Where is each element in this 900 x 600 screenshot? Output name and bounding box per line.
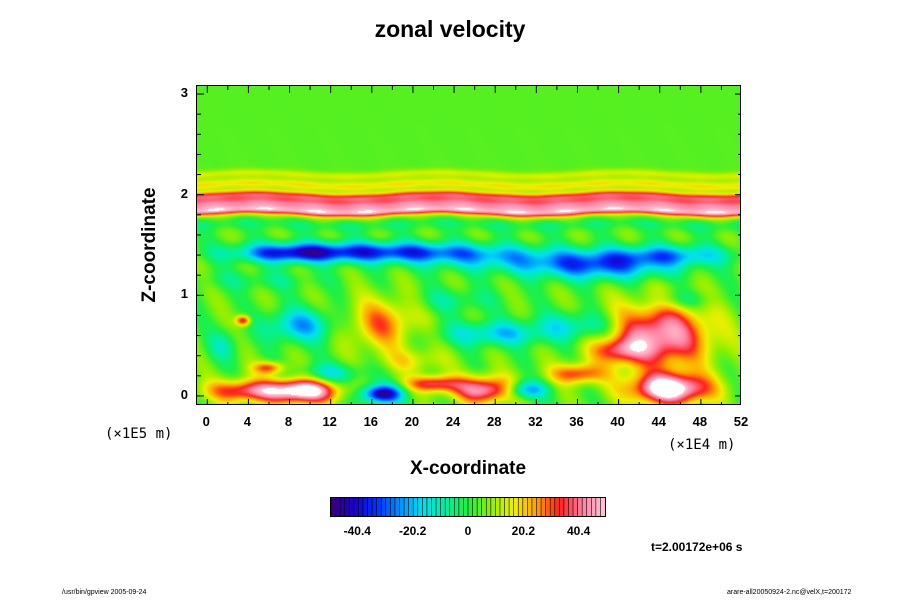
velocity-heatmap [197,86,740,404]
colorbar-segment [568,498,574,516]
colorbar-segment [513,498,519,516]
colorbar-segment [509,498,515,516]
colorbar-segment [518,498,524,516]
colorbar-segment [431,498,437,516]
colorbar-segment [381,498,387,516]
y-tick-label: 2 [180,185,188,201]
colorbar-segment [550,498,556,516]
colorbar-tick-label: 20.2 [511,524,536,538]
colorbar-segment [495,498,501,516]
colorbar-segment [563,498,569,516]
x-tick-label: 4 [243,414,252,429]
colorbar-segment [577,498,583,516]
x-axis-label: X-coordinate [409,458,527,479]
x-tick-label: 24 [445,414,461,429]
y-tick-label: 3 [180,85,188,101]
colorbar-segment [417,498,423,516]
colorbar-segment [436,498,442,516]
colorbar-segment [481,498,487,516]
colorbar-segment [404,498,410,516]
footer-right-text: arare-all20050924-2.nc@velX,t=200172 [727,589,852,596]
colorbar-segment [426,498,432,516]
colorbar-segment [541,498,547,516]
x-tick-label: 48 [692,414,708,429]
colorbar-segment [591,498,597,516]
y-axis-label: Z-coordinate [139,187,160,303]
y-tick-label: 0 [180,386,188,402]
x-tick-label: 32 [528,414,543,429]
x-tick-label: 52 [733,414,749,429]
colorbar-segment [367,498,373,516]
colorbar-segment [531,498,537,516]
colorbar-segment [545,498,551,516]
colorbar-segment [527,498,533,516]
colorbar-segment [335,498,341,516]
colorbar-segment [331,498,337,516]
colorbar-tick-label: 40.4 [567,524,591,538]
colorbar-segment [394,498,400,516]
colorbar-segment [358,498,364,516]
x-tick-label: 44 [651,414,666,429]
colorbar-segment [353,498,359,516]
colorbar-segment [399,498,405,516]
colorbar-segment [385,498,391,516]
colorbar [330,497,606,517]
x-tick-label: 8 [284,414,293,429]
chart-title: zonal velocity [374,16,526,42]
colorbar-segment [582,498,588,516]
x-unit-label: (×1E4 m) [668,437,736,453]
colorbar-segment [490,498,496,516]
colorbar-segment [472,498,478,516]
colorbar-segment [449,498,455,516]
colorbar-segment [504,498,510,516]
colorbar-segment [344,498,350,516]
colorbar-segment [413,498,419,516]
colorbar-segment [445,498,451,516]
colorbar-segment [362,498,369,516]
colorbar-segment [376,498,382,516]
colorbar-segment [499,498,506,516]
colorbar-segment [408,498,414,516]
colorbar-segment [458,498,464,516]
colorbar-segment [340,498,346,516]
colorbar-segment [522,498,528,516]
z-unit-label: (×1E5 m) [105,426,173,442]
colorbar-segment [440,498,446,516]
footer-left-text: /usr/bin/gpview 2005-09-24 [62,589,147,596]
colorbar-segment [559,498,565,516]
colorbar-tick-label: -40.4 [343,524,371,538]
colorbar-segment [536,498,542,516]
colorbar-tick-label: -20.2 [398,524,427,538]
colorbar-segment [595,498,601,516]
plot-area [196,85,741,405]
colorbar-segment [454,498,460,516]
x-tick-label: 36 [569,414,584,429]
x-tick-label: 28 [486,414,502,429]
heatmap-field [197,86,740,404]
colorbar-segment [600,498,605,516]
colorbar-segment [372,498,378,516]
colorbar-segment [573,498,579,516]
x-tick-label: 40 [610,414,625,429]
x-tick-label: 16 [363,414,379,429]
colorbar-tick-label: 0 [464,524,472,538]
colorbar-segment [468,498,474,516]
x-tick-label: 0 [202,414,210,429]
time-stamp: t=2.00172e+06 s [651,540,743,554]
x-tick-label: 12 [322,414,337,429]
colorbar-segment [422,498,428,516]
colorbar-segment [463,498,469,516]
colorbar-segment [390,498,396,516]
colorbar-segment [586,498,592,516]
colorbar-segment [554,498,560,516]
colorbar-segment [349,498,355,516]
colorbar-segment [486,498,492,516]
colorbar-segment [477,498,483,516]
x-tick-label: 20 [404,414,420,429]
y-tick-label: 1 [180,286,188,302]
